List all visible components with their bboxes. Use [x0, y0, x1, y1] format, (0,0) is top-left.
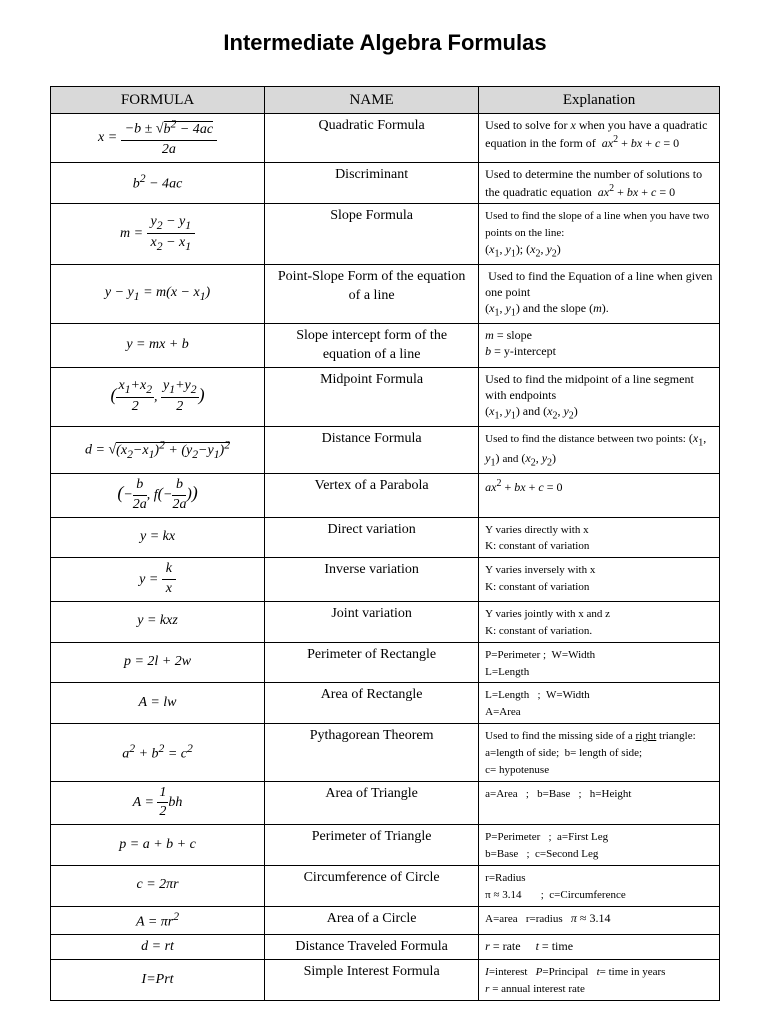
formula-cell: (−b2a, f(−b2a))	[51, 473, 265, 517]
formula-cell: p = 2l + 2w	[51, 642, 265, 683]
table-row: (x1+x22, y1+y22)Midpoint FormulaUsed to …	[51, 367, 720, 426]
explanation-cell: I=interest P=Principal t= time in yearsr…	[479, 960, 720, 1001]
table-row: y − y1 = m(x − x1)Point-Slope Form of th…	[51, 264, 720, 323]
formula-cell: y = mx + b	[51, 323, 265, 367]
name-cell: Slope Formula	[265, 204, 479, 265]
table-row: I=PrtSimple Interest FormulaI=interest P…	[51, 960, 720, 1001]
formula-cell: y = kx	[51, 517, 265, 558]
explanation-cell: m = slopeb = y-intercept	[479, 323, 720, 367]
formula-cell: A = lw	[51, 683, 265, 724]
table-row: (−b2a, f(−b2a))Vertex of a Parabolaax2 +…	[51, 473, 720, 517]
formula-cell: (x1+x22, y1+y22)	[51, 367, 265, 426]
formula-cell: p = a + b + c	[51, 825, 265, 866]
formula-cell: I=Prt	[51, 960, 265, 1001]
name-cell: Distance Traveled Formula	[265, 935, 479, 960]
name-cell: Direct variation	[265, 517, 479, 558]
name-cell: Distance Formula	[265, 426, 479, 473]
name-cell: Midpoint Formula	[265, 367, 479, 426]
explanation-cell: Used to solve for x when you have a quad…	[479, 114, 720, 162]
header-exp: Explanation	[479, 87, 720, 114]
name-cell: Perimeter of Triangle	[265, 825, 479, 866]
table-row: A = πr2Area of a CircleA=area r=radius π…	[51, 906, 720, 935]
formula-cell: a2 + b2 = c2	[51, 724, 265, 782]
table-row: y = kxDirect variationY varies directly …	[51, 517, 720, 558]
table-row: a2 + b2 = c2Pythagorean TheoremUsed to f…	[51, 724, 720, 782]
name-cell: Area of Rectangle	[265, 683, 479, 724]
table-row: b2 − 4acDiscriminantUsed to determine th…	[51, 162, 720, 203]
formulas-table: FORMULA NAME Explanation x = −b ± √b2 − …	[50, 86, 720, 1001]
name-cell: Simple Interest Formula	[265, 960, 479, 1001]
explanation-cell: Used to find the midpoint of a line segm…	[479, 367, 720, 426]
explanation-cell: L=Length ; W=WidthA=Area	[479, 683, 720, 724]
explanation-cell: Used to find the slope of a line when yo…	[479, 204, 720, 265]
formula-cell: A = 12bh	[51, 781, 265, 825]
explanation-cell: r=Radiusπ ≈ 3.14 ; c=Circumference	[479, 866, 720, 907]
table-header-row: FORMULA NAME Explanation	[51, 87, 720, 114]
table-row: A = 12bhArea of Trianglea=Area ; b=Base …	[51, 781, 720, 825]
explanation-cell: Used to find the missing side of a right…	[479, 724, 720, 782]
formula-cell: b2 − 4ac	[51, 162, 265, 203]
explanation-cell: P=Perimeter ; W=WidthL=Length	[479, 642, 720, 683]
explanation-cell: A=area r=radius π ≈ 3.14	[479, 906, 720, 935]
table-row: y = mx + bSlope intercept form of the eq…	[51, 323, 720, 367]
explanation-cell: ax2 + bx + c = 0	[479, 473, 720, 517]
name-cell: Discriminant	[265, 162, 479, 203]
table-row: A = lwArea of RectangleL=Length ; W=Widt…	[51, 683, 720, 724]
explanation-cell: Used to find the distance between two po…	[479, 426, 720, 473]
formula-cell: m = y2 − y1x2 − x1	[51, 204, 265, 265]
explanation-cell: Y varies jointly with x and zK: constant…	[479, 601, 720, 642]
explanation-cell: Y varies inversely with xK: constant of …	[479, 558, 720, 602]
page-title: Intermediate Algebra Formulas	[50, 30, 720, 56]
formula-cell: d = rt	[51, 935, 265, 960]
table-row: y = kxInverse variationY varies inversel…	[51, 558, 720, 602]
formula-cell: y = kx	[51, 558, 265, 602]
name-cell: Area of Triangle	[265, 781, 479, 825]
formula-cell: A = πr2	[51, 906, 265, 935]
name-cell: Quadratic Formula	[265, 114, 479, 162]
header-formula: FORMULA	[51, 87, 265, 114]
explanation-cell: a=Area ; b=Base ; h=Height	[479, 781, 720, 825]
name-cell: Point-Slope Form of the equation of a li…	[265, 264, 479, 323]
explanation-cell: r = rate t = time	[479, 935, 720, 960]
table-row: d = rtDistance Traveled Formular = rate …	[51, 935, 720, 960]
table-row: p = a + b + cPerimeter of TriangleP=Peri…	[51, 825, 720, 866]
name-cell: Joint variation	[265, 601, 479, 642]
formula-cell: y = kxz	[51, 601, 265, 642]
name-cell: Slope intercept form of the equation of …	[265, 323, 479, 367]
name-cell: Perimeter of Rectangle	[265, 642, 479, 683]
table-row: d = √(x2−x1)2 + (y2−y1)2Distance Formula…	[51, 426, 720, 473]
explanation-cell: P=Perimeter ; a=First Legb=Base ; c=Seco…	[479, 825, 720, 866]
formula-cell: y − y1 = m(x − x1)	[51, 264, 265, 323]
table-row: x = −b ± √b2 − 4ac2aQuadratic FormulaUse…	[51, 114, 720, 162]
name-cell: Circumference of Circle	[265, 866, 479, 907]
table-row: m = y2 − y1x2 − x1Slope FormulaUsed to f…	[51, 204, 720, 265]
formula-cell: x = −b ± √b2 − 4ac2a	[51, 114, 265, 162]
table-row: y = kxzJoint variationY varies jointly w…	[51, 601, 720, 642]
name-cell: Pythagorean Theorem	[265, 724, 479, 782]
name-cell: Vertex of a Parabola	[265, 473, 479, 517]
formula-cell: c = 2πr	[51, 866, 265, 907]
explanation-cell: Used to find the Equation of a line when…	[479, 264, 720, 323]
table-body: x = −b ± √b2 − 4ac2aQuadratic FormulaUse…	[51, 114, 720, 1001]
formula-cell: d = √(x2−x1)2 + (y2−y1)2	[51, 426, 265, 473]
header-name: NAME	[265, 87, 479, 114]
name-cell: Inverse variation	[265, 558, 479, 602]
table-row: c = 2πrCircumference of Circler=Radiusπ …	[51, 866, 720, 907]
table-row: p = 2l + 2wPerimeter of RectangleP=Perim…	[51, 642, 720, 683]
name-cell: Area of a Circle	[265, 906, 479, 935]
explanation-cell: Used to determine the number of solution…	[479, 162, 720, 203]
explanation-cell: Y varies directly with xK: constant of v…	[479, 517, 720, 558]
